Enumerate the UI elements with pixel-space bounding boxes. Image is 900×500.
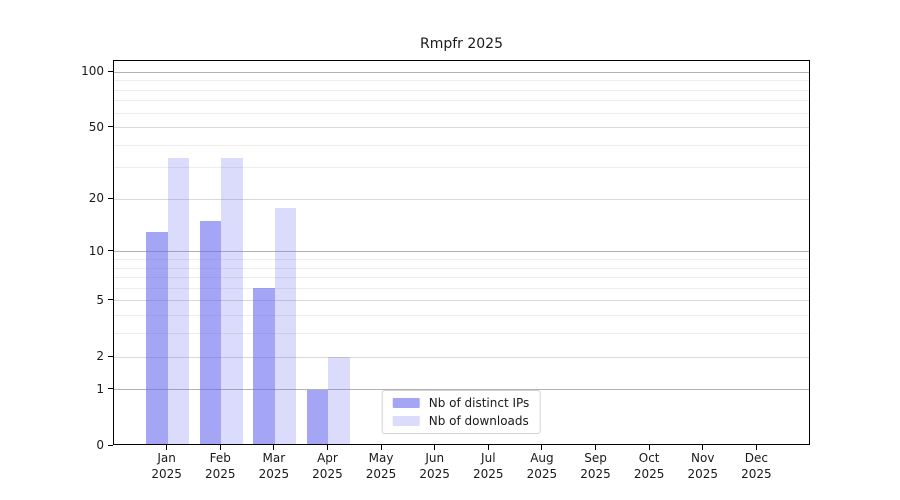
y-tick-label: 2 [96, 349, 104, 364]
minor-gridline [114, 100, 809, 102]
bar-downloads-feb [221, 158, 243, 444]
legend-swatch-distinct-ips [392, 398, 420, 408]
minor-gridline [114, 89, 809, 91]
x-tick-label: Apr 2025 [312, 451, 343, 481]
y-tick-label: 20 [88, 191, 104, 206]
chart-title: Rmpfr 2025 [419, 36, 503, 52]
x-tick-mark [648, 445, 650, 450]
x-tick-label: Nov 2025 [687, 451, 719, 481]
minor-gridline [114, 267, 809, 269]
minor-gridline [114, 167, 809, 169]
x-tick-label: Feb 2025 [204, 451, 236, 481]
y-tick-label: 50 [88, 119, 104, 134]
minor-gridline [114, 287, 809, 289]
x-tick-mark [541, 445, 543, 450]
major-gridline [114, 389, 809, 391]
y-tick-label: 100 [81, 64, 104, 79]
bar-distinct-ips-feb [199, 221, 222, 444]
legend: Nb of distinct IPs Nb of downloads [381, 390, 541, 434]
legend-swatch-downloads [392, 416, 420, 426]
bar-downloads-jan [167, 158, 190, 444]
legend-row: Nb of distinct IPs [392, 396, 530, 410]
mid-gridline [114, 198, 809, 200]
x-tick-label: Jul 2025 [473, 451, 504, 481]
plot-area [113, 60, 810, 445]
x-tick-label: Jan 2025 [151, 451, 182, 481]
x-tick-label: Dec 2025 [741, 451, 772, 481]
minor-gridline [114, 259, 809, 260]
x-tick-label: Sep 2025 [580, 451, 611, 481]
x-tick-mark [326, 445, 328, 450]
x-tick-mark [166, 445, 168, 450]
x-tick-label: May 2025 [365, 451, 397, 481]
legend-label: Nb of downloads [428, 414, 529, 428]
minor-gridline [114, 112, 809, 114]
y-tick-label: 5 [96, 292, 104, 307]
x-tick-mark [702, 445, 704, 450]
legend-label: Nb of distinct IPs [428, 396, 530, 410]
minor-gridline [114, 333, 809, 335]
minor-gridline [114, 80, 809, 82]
x-tick-mark [219, 445, 221, 450]
y-tick-mark [108, 299, 113, 301]
x-tick-mark [487, 445, 489, 450]
bar-distinct-ips-jan [146, 232, 168, 444]
minor-gridline [114, 277, 809, 279]
x-tick-mark [595, 445, 597, 450]
y-tick-mark [108, 444, 113, 446]
minor-gridline [114, 315, 809, 317]
y-tick-label: 10 [88, 243, 104, 258]
y-tick-mark [108, 388, 113, 390]
x-tick-mark [755, 445, 757, 450]
major-gridline [114, 251, 809, 253]
x-tick-label: Oct 2025 [633, 451, 665, 481]
bar-distinct-ips-apr [306, 389, 329, 444]
y-tick-mark [108, 70, 113, 72]
bar-distinct-ips-mar [253, 288, 275, 444]
x-tick-label: Mar 2025 [258, 451, 290, 481]
bar-downloads-mar [274, 207, 297, 444]
y-tick-mark [108, 250, 113, 252]
major-gridline [114, 71, 809, 73]
x-tick-mark [434, 445, 436, 450]
y-tick-mark [108, 197, 113, 199]
mid-gridline [114, 300, 809, 302]
y-tick-mark [108, 355, 113, 357]
legend-row: Nb of downloads [392, 414, 530, 428]
x-tick-label: Jun 2025 [419, 451, 450, 481]
x-tick-label: Aug 2025 [526, 451, 558, 481]
mid-gridline [114, 356, 809, 358]
mid-gridline [114, 127, 809, 129]
bar-downloads-apr [328, 357, 350, 444]
y-tick-label: 1 [96, 381, 104, 396]
x-tick-mark [380, 445, 382, 450]
y-tick-label: 0 [96, 438, 104, 452]
y-tick-mark [108, 126, 113, 128]
x-tick-mark [273, 445, 275, 450]
minor-gridline [114, 144, 809, 146]
